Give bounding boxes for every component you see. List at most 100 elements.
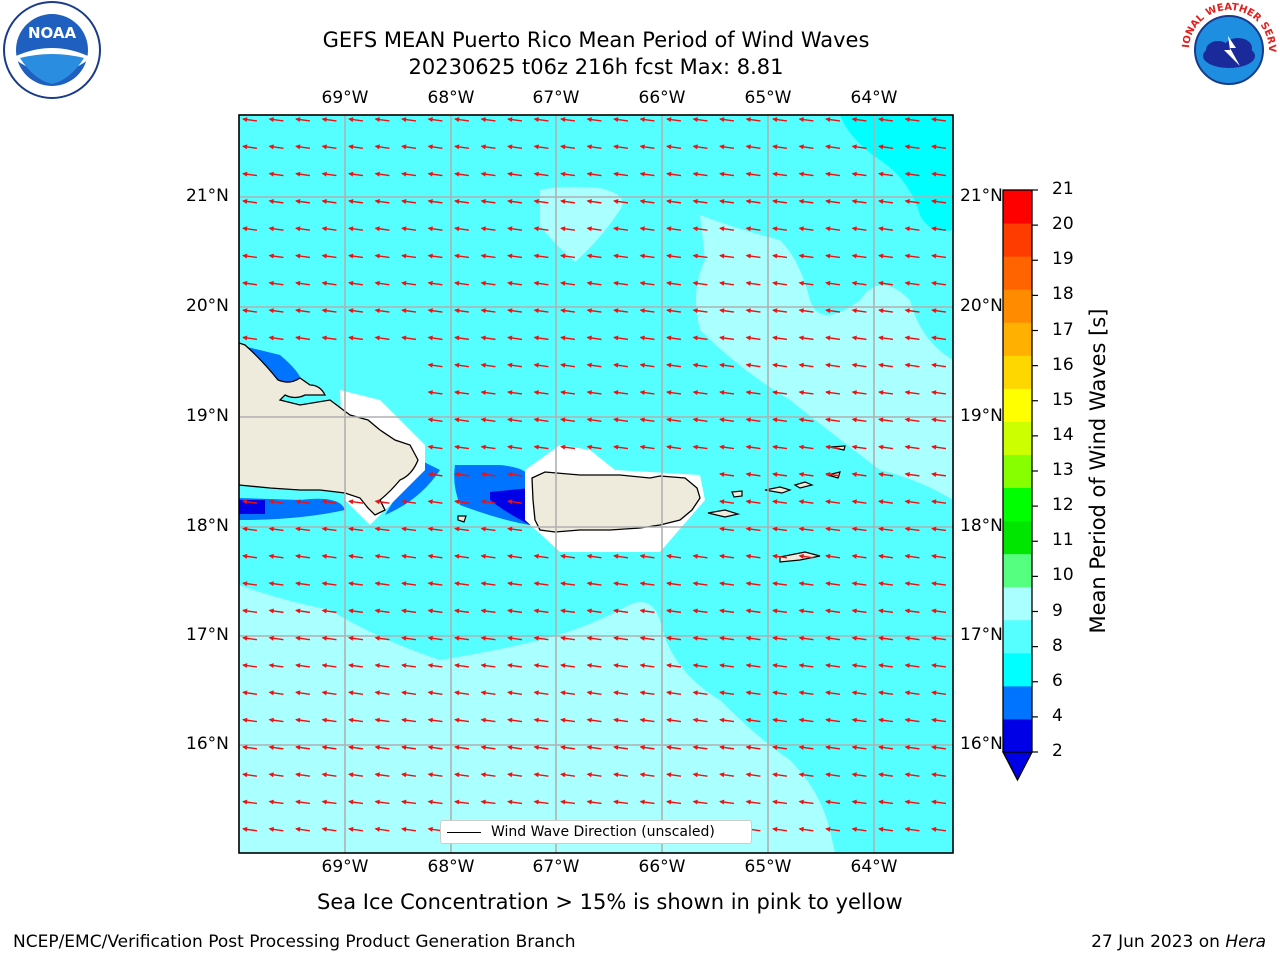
wind-wave-direction-arrows bbox=[242, 117, 947, 832]
wave-direction-arrow bbox=[268, 308, 284, 314]
wave-direction-arrow bbox=[480, 117, 496, 123]
wave-direction-arrow bbox=[878, 308, 894, 314]
wave-direction-arrow bbox=[692, 581, 708, 587]
wave-direction-arrow bbox=[427, 772, 443, 778]
wave-direction-arrow bbox=[374, 717, 390, 723]
wave-direction-arrow bbox=[613, 663, 629, 669]
wave-direction-arrow bbox=[745, 253, 761, 259]
wave-direction-arrow bbox=[666, 226, 682, 232]
wave-direction-arrow bbox=[533, 253, 549, 259]
wave-direction-arrow bbox=[268, 335, 284, 341]
dark-period-region-northeast bbox=[840, 115, 953, 231]
wave-direction-arrow bbox=[692, 417, 708, 423]
wave-direction-arrow bbox=[798, 826, 814, 832]
wave-direction-arrow bbox=[586, 417, 602, 423]
wave-direction-arrow bbox=[639, 253, 655, 259]
wave-direction-arrow bbox=[586, 226, 602, 232]
wave-direction-arrow bbox=[666, 799, 682, 805]
wave-direction-arrow bbox=[507, 117, 523, 123]
wave-direction-arrow bbox=[772, 472, 788, 477]
wave-direction-arrow bbox=[745, 308, 761, 314]
wave-direction-arrow bbox=[560, 663, 576, 669]
wave-direction-arrow bbox=[295, 171, 311, 177]
wave-direction-arrow bbox=[719, 280, 735, 286]
wave-direction-arrow bbox=[613, 635, 629, 641]
wave-direction-arrow bbox=[242, 335, 258, 341]
wave-direction-arrow bbox=[586, 745, 602, 750]
wave-direction-arrow bbox=[268, 608, 284, 614]
wave-direction-arrow bbox=[639, 581, 655, 587]
wave-direction-arrow bbox=[719, 362, 735, 368]
wave-direction-arrow bbox=[401, 308, 417, 314]
wave-direction-arrow bbox=[931, 526, 947, 532]
latitude-label-left: 19°N bbox=[186, 406, 229, 426]
wave-direction-arrow bbox=[745, 335, 761, 341]
longitude-label-bottom: 68°W bbox=[427, 857, 475, 877]
wave-direction-arrow bbox=[480, 526, 496, 532]
colorbar-segment bbox=[1003, 652, 1032, 687]
wave-direction-arrow bbox=[348, 280, 364, 286]
wave-direction-arrow bbox=[904, 199, 920, 204]
wave-direction-arrow bbox=[295, 663, 311, 669]
wave-direction-arrow bbox=[666, 362, 682, 368]
wave-direction-arrow bbox=[401, 226, 417, 232]
wave-direction-arrow bbox=[480, 799, 496, 805]
wave-direction-arrow bbox=[613, 717, 629, 723]
wave-direction-arrow bbox=[374, 690, 390, 696]
wave-direction-arrow bbox=[613, 308, 629, 314]
wave-direction-arrow bbox=[719, 417, 735, 423]
wave-direction-arrow bbox=[719, 663, 735, 669]
wave-direction-arrow bbox=[454, 581, 470, 587]
wave-direction-arrow bbox=[374, 663, 390, 669]
wave-direction-arrow bbox=[878, 253, 894, 259]
wave-direction-arrow bbox=[427, 553, 443, 559]
wave-direction-arrow bbox=[825, 362, 841, 368]
wave-direction-arrow bbox=[639, 690, 655, 696]
wave-direction-arrow bbox=[427, 717, 443, 723]
colorbar-tick-label: 12 bbox=[1052, 495, 1074, 516]
wave-direction-arrow bbox=[507, 171, 523, 177]
wave-direction-arrow bbox=[560, 717, 576, 723]
wave-direction-arrow bbox=[745, 499, 761, 505]
wave-direction-arrow bbox=[533, 608, 549, 614]
wave-direction-arrow bbox=[374, 308, 390, 314]
wave-direction-arrow bbox=[666, 144, 682, 150]
wave-direction-arrow bbox=[851, 553, 867, 559]
colorbar-tick-label: 21 bbox=[1052, 179, 1074, 199]
wave-direction-arrow bbox=[348, 199, 364, 204]
wave-direction-arrow bbox=[454, 745, 470, 750]
wave-direction-arrow bbox=[639, 280, 655, 286]
wave-direction-arrow bbox=[719, 226, 735, 232]
wave-direction-arrow bbox=[666, 608, 682, 614]
wave-direction-arrow bbox=[295, 308, 311, 314]
wave-direction-arrow bbox=[904, 663, 920, 669]
colorbar-segment bbox=[1003, 289, 1032, 323]
latitude-label-left: 17°N bbox=[186, 625, 229, 645]
wave-direction-arrow bbox=[931, 226, 947, 232]
wave-direction-arrow bbox=[851, 117, 867, 123]
wave-direction-arrow bbox=[507, 772, 523, 778]
wave-direction-arrow bbox=[560, 444, 576, 450]
wave-direction-arrow bbox=[401, 253, 417, 259]
wave-direction-arrow bbox=[560, 117, 576, 123]
wave-direction-arrow bbox=[878, 362, 894, 368]
wave-direction-arrow bbox=[745, 144, 761, 150]
latitude-label-left: 18°N bbox=[186, 516, 229, 536]
wave-direction-arrow bbox=[321, 526, 337, 532]
wave-direction-arrow bbox=[454, 717, 470, 723]
wave-direction-arrow bbox=[480, 663, 496, 669]
wave-direction-arrow bbox=[851, 417, 867, 423]
wave-direction-arrow bbox=[533, 144, 549, 150]
wave-direction-arrow bbox=[613, 417, 629, 423]
wave-direction-arrow bbox=[613, 772, 629, 778]
wave-direction-arrow bbox=[825, 253, 841, 259]
wave-direction-arrow bbox=[851, 745, 867, 750]
wave-direction-arrow bbox=[586, 308, 602, 314]
wave-direction-arrow bbox=[692, 444, 708, 450]
wave-direction-arrow bbox=[798, 581, 814, 587]
wave-direction-arrow bbox=[692, 199, 708, 204]
wave-direction-arrow bbox=[692, 717, 708, 723]
wave-direction-arrow bbox=[586, 635, 602, 641]
wave-direction-arrow bbox=[931, 362, 947, 368]
wave-direction-arrow bbox=[427, 308, 443, 314]
